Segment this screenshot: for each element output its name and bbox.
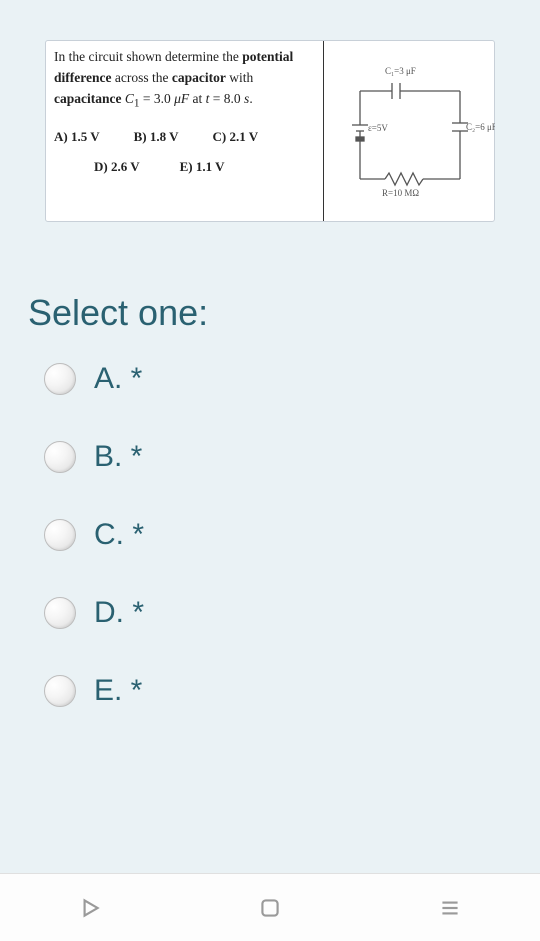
answers-row-2: D) 2.6 V E) 1.1 V: [94, 157, 315, 177]
answers-row-1: A) 1.5 V B) 1.8 V C) 2.1 V: [54, 127, 315, 147]
answer-d: D) 2.6 V: [94, 157, 140, 177]
radio-c[interactable]: [44, 519, 76, 551]
option-a[interactable]: A. *: [44, 362, 540, 396]
radio-e[interactable]: [44, 675, 76, 707]
circuit-panel: C₁=3 μF C₂=6 μF ε=5V R=10 MΩ: [324, 41, 494, 221]
option-d[interactable]: D. *: [44, 596, 540, 630]
option-e[interactable]: E. *: [44, 674, 540, 708]
option-e-label: E. *: [94, 674, 142, 708]
nav-menu-icon[interactable]: [437, 895, 463, 921]
question-card: In the circuit shown determine the poten…: [45, 40, 495, 222]
radio-b[interactable]: [44, 441, 76, 473]
answer-b: B) 1.8 V: [134, 127, 179, 147]
question-prompt: In the circuit shown determine the poten…: [54, 47, 315, 113]
emf-label: ε=5V: [368, 123, 388, 133]
circuit-diagram: C₁=3 μF C₂=6 μF ε=5V R=10 MΩ: [330, 51, 495, 211]
option-d-label: D. *: [94, 596, 144, 630]
option-b[interactable]: B. *: [44, 440, 540, 474]
option-c[interactable]: C. *: [44, 518, 540, 552]
question-text-panel: In the circuit shown determine the poten…: [46, 41, 324, 221]
navigation-bar: [0, 873, 540, 941]
nav-back-icon[interactable]: [77, 895, 103, 921]
option-a-label: A. *: [94, 362, 142, 396]
nav-home-icon[interactable]: [257, 895, 283, 921]
answer-e: E) 1.1 V: [180, 157, 225, 177]
answer-c: C) 2.1 V: [213, 127, 259, 147]
radio-d[interactable]: [44, 597, 76, 629]
select-section: Select one: A. * B. * C. * D. * E. *: [28, 292, 540, 708]
select-title: Select one:: [28, 292, 540, 334]
c2-label: C₂=6 μF: [466, 122, 495, 132]
answer-a: A) 1.5 V: [54, 127, 100, 147]
option-b-label: B. *: [94, 440, 142, 474]
c1-label: C₁=3 μF: [385, 66, 416, 76]
content-area: In the circuit shown determine the poten…: [0, 0, 540, 873]
radio-a[interactable]: [44, 363, 76, 395]
option-c-label: C. *: [94, 518, 144, 552]
r-label: R=10 MΩ: [382, 188, 419, 198]
